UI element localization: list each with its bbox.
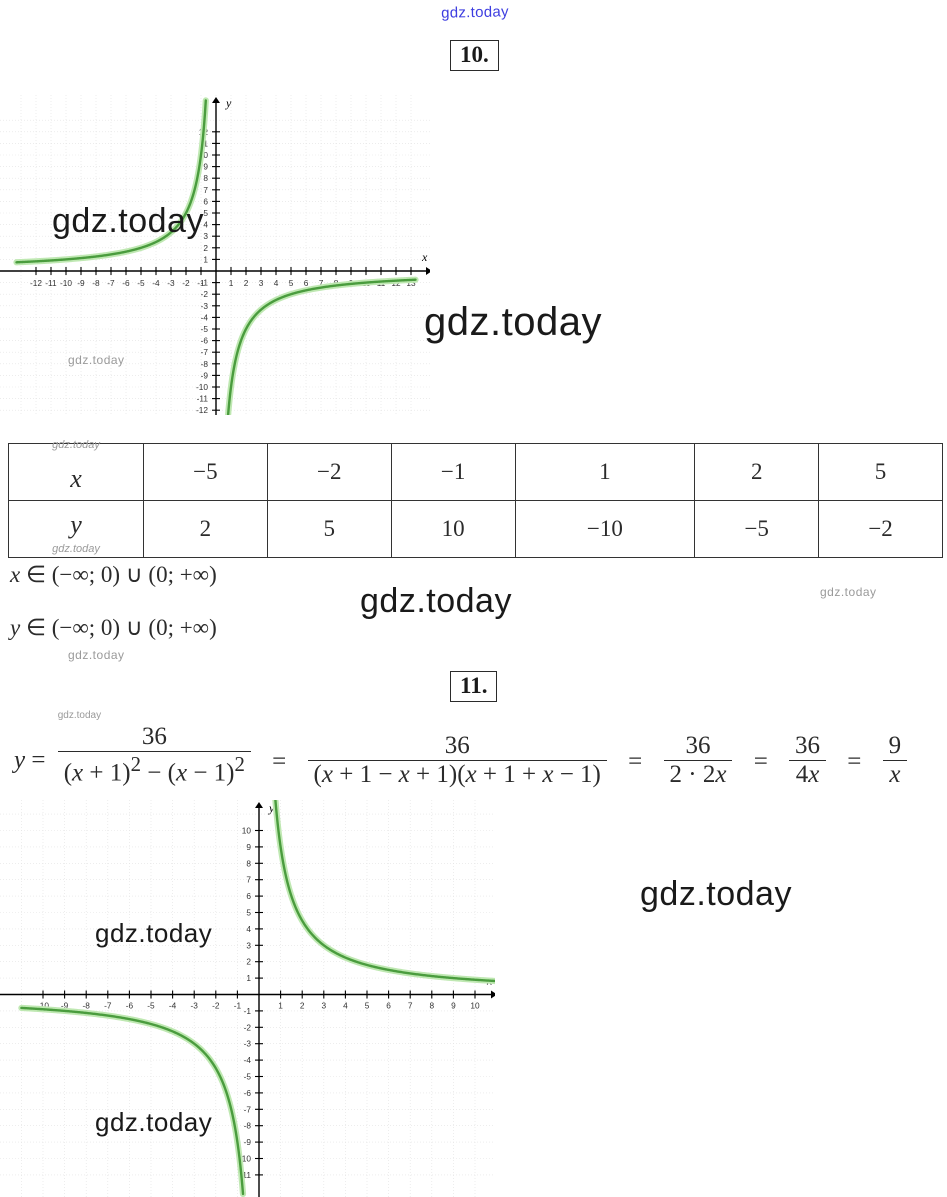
svg-text:9: 9 — [246, 842, 251, 852]
svg-text:-3: -3 — [167, 278, 175, 288]
svg-text:6: 6 — [304, 278, 309, 288]
svg-text:-1: -1 — [244, 1006, 252, 1016]
svg-text:-7: -7 — [107, 278, 115, 288]
svg-text:-5: -5 — [137, 278, 145, 288]
svg-text:-7: -7 — [244, 1104, 252, 1114]
svg-text:1: 1 — [203, 254, 208, 264]
svg-text:9: 9 — [203, 162, 208, 172]
svg-text:-1: -1 — [234, 1001, 242, 1011]
svg-text:-12: -12 — [30, 278, 42, 288]
svg-text:-3: -3 — [201, 301, 209, 311]
svg-text:10: 10 — [470, 1001, 480, 1011]
svg-text:4: 4 — [343, 1001, 348, 1011]
svg-text:7: 7 — [408, 1001, 413, 1011]
svg-text:5: 5 — [365, 1001, 370, 1011]
svg-text:2: 2 — [244, 278, 249, 288]
svg-text:-2: -2 — [201, 289, 209, 299]
svg-text:-6: -6 — [122, 278, 130, 288]
svg-text:-5: -5 — [201, 324, 209, 334]
svg-text:-4: -4 — [201, 312, 209, 322]
svg-text:-2: -2 — [244, 1022, 252, 1032]
svg-text:-8: -8 — [201, 359, 209, 369]
svg-text:-12: -12 — [196, 405, 208, 415]
svg-text:-10: -10 — [196, 382, 208, 392]
svg-text:-6: -6 — [244, 1088, 252, 1098]
svg-text:-5: -5 — [244, 1072, 252, 1082]
svg-text:-4: -4 — [169, 1001, 177, 1011]
svg-text:-2: -2 — [212, 1001, 220, 1011]
svg-text:4: 4 — [246, 924, 251, 934]
svg-text:-4: -4 — [244, 1055, 252, 1065]
svg-text:2: 2 — [203, 243, 208, 253]
svg-text:8: 8 — [246, 858, 251, 868]
svg-text:2: 2 — [300, 1001, 305, 1011]
svg-text:-7: -7 — [201, 347, 209, 357]
svg-text:6: 6 — [203, 196, 208, 206]
svg-text:3: 3 — [203, 231, 208, 241]
svg-text:8: 8 — [203, 173, 208, 183]
svg-text:-8: -8 — [83, 1001, 91, 1011]
svg-text:4: 4 — [274, 278, 279, 288]
svg-text:x: x — [421, 250, 428, 264]
svg-text:-8: -8 — [92, 278, 100, 288]
svg-text:-8: -8 — [244, 1121, 252, 1131]
svg-text:2: 2 — [246, 957, 251, 967]
svg-text:3: 3 — [321, 1001, 326, 1011]
svg-text:5: 5 — [289, 278, 294, 288]
svg-text:-4: -4 — [152, 278, 160, 288]
svg-text:4: 4 — [203, 220, 208, 230]
svg-text:5: 5 — [246, 908, 251, 918]
svg-text:-11: -11 — [197, 394, 209, 404]
svg-text:-9: -9 — [201, 370, 209, 380]
svg-text:1: 1 — [278, 1001, 283, 1011]
svg-text:-6: -6 — [126, 1001, 134, 1011]
svg-text:3: 3 — [259, 278, 264, 288]
svg-text:1: 1 — [229, 278, 234, 288]
svg-text:-2: -2 — [182, 278, 190, 288]
svg-text:10: 10 — [242, 826, 252, 836]
svg-text:-3: -3 — [191, 1001, 199, 1011]
svg-text:-11: -11 — [45, 278, 57, 288]
svg-text:1: 1 — [246, 973, 251, 983]
svg-text:6: 6 — [246, 891, 251, 901]
svg-text:-9: -9 — [77, 278, 85, 288]
svg-text:5: 5 — [203, 208, 208, 218]
svg-text:-10: -10 — [60, 278, 72, 288]
svg-text:-6: -6 — [201, 336, 209, 346]
svg-text:8: 8 — [429, 1001, 434, 1011]
svg-text:9: 9 — [451, 1001, 456, 1011]
svg-text:7: 7 — [203, 185, 208, 195]
svg-text:7: 7 — [246, 875, 251, 885]
svg-text:-5: -5 — [147, 1001, 155, 1011]
svg-text:6: 6 — [386, 1001, 391, 1011]
svg-text:-3: -3 — [244, 1039, 252, 1049]
svg-text:-7: -7 — [104, 1001, 112, 1011]
svg-text:-1: -1 — [201, 278, 209, 288]
svg-text:-9: -9 — [244, 1137, 252, 1147]
svg-text:y: y — [225, 96, 232, 110]
svg-text:3: 3 — [246, 940, 251, 950]
